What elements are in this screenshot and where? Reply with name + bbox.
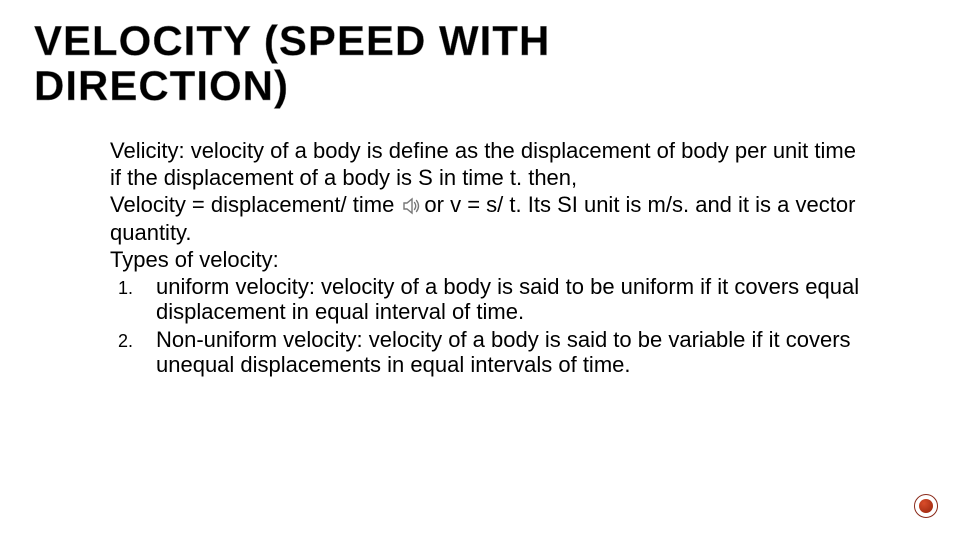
formula-part-b: or [424, 192, 444, 217]
types-list: uniform velocity: velocity of a body is … [110, 274, 900, 376]
title-line-1: VELOCITY (SPEED WITH [34, 17, 550, 64]
list-item: Non-uniform velocity: velocity of a body… [138, 327, 900, 377]
formula-line: Velocity = displacement/ time or v = s/ … [110, 192, 900, 245]
title-line-2: DIRECTION) [34, 62, 289, 109]
definition-text: Velicity: velocity of a body is define a… [110, 138, 900, 163]
decorative-bullet-icon [914, 494, 938, 518]
types-heading: Types of velocity: [110, 247, 900, 272]
slide-title: VELOCITY (SPEED WITH DIRECTION) [34, 18, 550, 109]
list-item: uniform velocity: velocity of a body is … [138, 274, 900, 324]
condition-text: if the displacement of a body is S in ti… [110, 165, 900, 190]
formula-part-a: Velocity = displacement/ time [110, 192, 400, 217]
speaker-icon[interactable] [402, 195, 422, 220]
slide: VELOCITY (SPEED WITH DIRECTION) Velicity… [0, 0, 960, 540]
slide-body: Velicity: velocity of a body is define a… [110, 138, 900, 379]
